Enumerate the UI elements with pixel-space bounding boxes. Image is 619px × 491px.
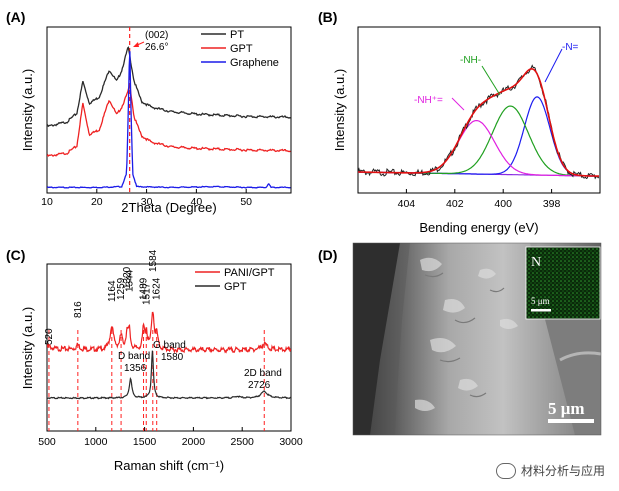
wechat-icon xyxy=(495,462,516,479)
inset-element-label: N xyxy=(531,255,541,270)
panel-a-tick-label: 30 xyxy=(141,196,153,208)
panel-a-tick-label: 10 xyxy=(41,196,53,208)
panel-a-series-graphene xyxy=(47,51,291,189)
panel-c-2d-band-value: 2726 xyxy=(248,380,271,391)
panel-a-series-pt xyxy=(47,46,291,128)
panel-c-peak-label: 1344 xyxy=(124,269,135,292)
panel-a-legend-graphene: Graphene xyxy=(230,57,279,69)
panel-c-peak-label: 1489 xyxy=(139,277,150,300)
panel-c-gpt-band-labels: D band 1356 G band 1580 2D band 2726 xyxy=(118,340,282,391)
panel-c-2d-band-name: 2D band xyxy=(244,368,282,379)
panel-a: (A) 10 20 30 40 50 2Theta (Degree) Intensity… xyxy=(6,9,292,215)
panel-a-tick-label: 40 xyxy=(191,196,203,208)
panel-b-label-n-eq: -N= xyxy=(562,42,579,53)
panel-b-label: (B) xyxy=(318,9,337,25)
panel-c-legend: PANI/GPT GPT xyxy=(195,267,275,293)
panel-c-peak-label: 520 xyxy=(44,328,55,345)
panel-b-peak-nhplus xyxy=(358,120,599,177)
panel-c-peak-label: 1164 xyxy=(107,280,118,302)
panel-c-peak-label: 1624 xyxy=(152,277,163,300)
panel-c-tick-label: 1500 xyxy=(133,436,157,448)
panel-b-tick-label: 402 xyxy=(446,198,464,210)
panel-a-annotation-angle: 26.6° xyxy=(145,42,168,53)
panel-c-frame xyxy=(46,263,292,432)
panel-c-d-band-value: 1356 xyxy=(124,363,147,374)
panel-b-y-axis-label: Intensity (a.u.) xyxy=(332,69,347,151)
panel-a-y-axis-label: Intensity (a.u.) xyxy=(20,69,35,151)
panel-a-series-gpt xyxy=(47,82,291,157)
panel-c-tick-label: 2500 xyxy=(231,436,255,448)
panel-b-arrow-n-eq xyxy=(544,48,563,83)
panel-c-d-band-name: D band xyxy=(118,351,150,362)
panel-a-legend-pt: PT xyxy=(230,29,244,41)
panel-c-series-panigpt xyxy=(47,311,291,354)
panel-c-tick-label: 3000 xyxy=(279,436,303,448)
panel-a-legend: PT GPT Graphene xyxy=(201,29,279,69)
panel-c-peak-label: 1584 xyxy=(148,249,159,272)
sem-scale-bar xyxy=(548,419,594,423)
panel-c-x-axis-label: Raman shift (cm⁻¹) xyxy=(114,458,224,473)
panel-a-legend-gpt: GPT xyxy=(230,43,253,55)
panel-c-reference-lines xyxy=(48,330,265,431)
panel-b-tick-label: 400 xyxy=(494,198,512,210)
inset-scale-text: 5 μm xyxy=(531,296,550,306)
panel-c-tick-label: 2000 xyxy=(182,436,206,448)
panel-a-x-ticks: 10 20 30 40 50 xyxy=(41,189,252,208)
panel-b-x-axis-label: Bending energy (eV) xyxy=(419,220,538,235)
panel-d-label: (D) xyxy=(318,247,337,263)
panel-c-legend-gpt: GPT xyxy=(224,281,247,293)
panel-b-arrow-nhplus xyxy=(451,97,465,111)
panel-c-peak-label: 816 xyxy=(73,301,84,318)
panel-a-annotation-hkl: (002) xyxy=(145,30,168,41)
panel-b: (B) 404 402 400 398 Bending energy (eV) Int… xyxy=(318,9,601,235)
panel-a-frame xyxy=(46,26,292,194)
panel-b-tick-label: 404 xyxy=(398,198,416,210)
watermark-text: 材料分析与应用 xyxy=(520,464,605,478)
panel-a-tick-label: 20 xyxy=(91,196,103,208)
sem-scale-text: 5 μm xyxy=(548,399,585,418)
panel-c-peak-label: 1517 xyxy=(141,282,152,305)
panel-b-frame xyxy=(357,26,601,194)
panel-b-raw-spectrum xyxy=(358,64,600,180)
watermark: 材料分析与应用 xyxy=(495,462,605,479)
panel-b-x-ticks: 404 402 400 398 xyxy=(398,189,561,210)
panel-c-peak-label: 1259 xyxy=(116,277,127,300)
panel-d: (D) N 5 μm 5 μm xyxy=(318,242,602,436)
panel-c-tick-label: 500 xyxy=(38,436,56,448)
panel-c-series-gpt xyxy=(47,350,291,400)
panel-b-label-nh: -NH- xyxy=(460,55,481,66)
panel-c-x-ticks: 500 1000 1500 2000 2500 3000 xyxy=(38,427,303,448)
panel-b-label-nhplus: -NH⁺= xyxy=(414,95,443,106)
panel-b-arrow-nh xyxy=(481,65,501,96)
panel-c-y-axis-label: Intensity (a.u.) xyxy=(20,307,35,389)
eds-inset: N 5 μm xyxy=(525,246,601,320)
panel-c-peak-label: 1320 xyxy=(122,266,133,289)
panel-c-tick-label: 1000 xyxy=(84,436,108,448)
panel-a-tick-label: 50 xyxy=(240,196,252,208)
panel-c-g-band-name: G band xyxy=(153,340,186,351)
panel-c-g-band-value: 1580 xyxy=(161,352,184,363)
panel-c-legend-panigpt: PANI/GPT xyxy=(224,267,275,279)
panel-b-fit-envelope xyxy=(358,67,599,177)
panel-c: (C) 500 1000 1500 2000 2500 3000 520 816 116412… xyxy=(6,247,303,473)
panel-a-annotation-arrowhead xyxy=(133,42,139,47)
panel-b-tick-label: 398 xyxy=(543,198,561,210)
panel-a-x-axis-label: 2Theta (Degree) xyxy=(121,200,216,215)
panel-c-label: (C) xyxy=(6,247,25,263)
panel-a-label: (A) xyxy=(6,9,25,25)
inset-scale-bar xyxy=(531,309,551,312)
